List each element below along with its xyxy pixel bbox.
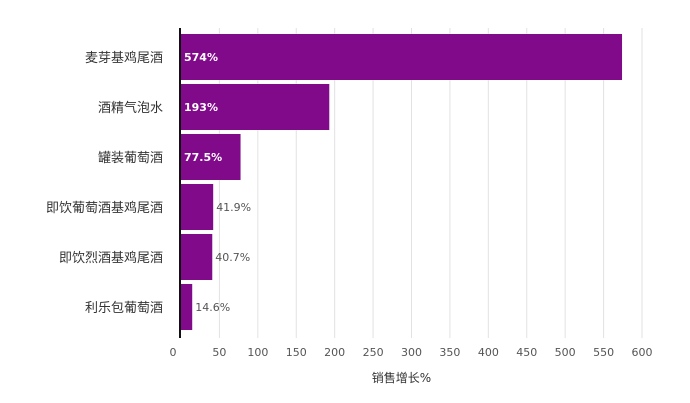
category-label-0: 麦芽基鸡尾酒: [85, 50, 163, 66]
x-axis-title: 销售增长%: [372, 370, 431, 385]
x-tick-label-250: 250: [363, 346, 384, 359]
bar-5: [181, 284, 193, 330]
category-label-2: 罐装葡萄酒: [98, 151, 163, 166]
bar-3: [181, 184, 214, 230]
x-tick-label-350: 350: [439, 346, 460, 359]
x-tick-label-300: 300: [401, 346, 422, 359]
bar-0: [181, 34, 623, 80]
x-tick-label-50: 50: [212, 346, 226, 359]
bar-2: [181, 134, 241, 180]
data-label-5: 14.6%: [195, 301, 230, 314]
bar-1: [181, 84, 330, 130]
x-tick-label-500: 500: [555, 346, 576, 359]
category-label-3: 即饮葡萄酒基鸡尾酒: [46, 200, 163, 216]
data-label-0: 574%: [184, 51, 218, 64]
x-tick-label-550: 550: [593, 346, 614, 359]
data-label-3: 41.9%: [216, 201, 251, 214]
data-label-1: 193%: [184, 101, 218, 114]
x-tick-label-450: 450: [516, 346, 537, 359]
x-tick-label-150: 150: [286, 346, 307, 359]
category-label-1: 酒精气泡水: [98, 100, 163, 116]
x-tick-labels: 0 50 100 150 200 250 300 350 400 450 500 550 600: [170, 346, 653, 359]
bar-4: [181, 234, 213, 280]
data-label-4: 40.7%: [215, 251, 250, 264]
data-label-2: 77.5%: [184, 151, 222, 164]
bars: 574% 193% 77.5% 41.9% 40.7% 14.6%: [181, 34, 623, 330]
category-label-5: 利乐包葡萄酒: [85, 301, 163, 316]
x-tick-label-600: 600: [632, 346, 653, 359]
x-tick-label-400: 400: [478, 346, 499, 359]
x-tick-label-200: 200: [324, 346, 345, 359]
category-label-4: 即饮烈酒基鸡尾酒: [59, 250, 163, 266]
x-tick-label-100: 100: [247, 346, 268, 359]
x-tick-label-0: 0: [170, 346, 177, 359]
